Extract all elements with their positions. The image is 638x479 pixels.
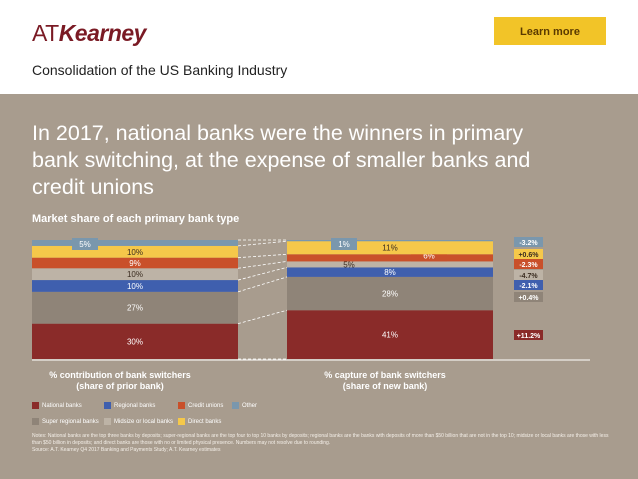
legend-swatch [104, 402, 111, 409]
connector-line [237, 309, 288, 325]
category-label: (share of prior bank) [76, 381, 164, 391]
chart-notes: Notes: National banks are the top three … [32, 433, 612, 454]
change-label-midsize: -4.7% [519, 273, 538, 280]
value-label-credit_unions: 6% [423, 251, 435, 260]
bar-segment-national [287, 310, 493, 359]
change-badge-midsize [514, 270, 543, 280]
bar-segment-direct [32, 245, 238, 258]
connector-line [237, 240, 288, 247]
change-label-regional: -2.1% [519, 283, 538, 290]
legend-item-midsize: Midsize or local banks [104, 418, 173, 425]
change-label-super_regional: +0.4% [518, 295, 539, 302]
value-label-super_regional: 27% [127, 304, 143, 313]
legend-label: National banks [42, 402, 82, 409]
logo[interactable]: ATKearney [32, 20, 146, 47]
legend-item-credit-unions: Credit unions [178, 402, 223, 409]
value-label-national: 30% [127, 337, 143, 346]
legend-label: Midsize or local banks [114, 418, 174, 425]
bar-segment-midsize [32, 268, 238, 281]
connector-line [237, 253, 288, 259]
headline: In 2017, national banks were the winners… [32, 121, 531, 199]
source-text: Source: A.T. Kearney Q4 2017 Banking and… [32, 447, 221, 453]
chart-title: Market share of each primary bank type [32, 213, 240, 225]
change-label-credit_unions: -2.3% [519, 262, 538, 269]
value-label-direct: 10% [127, 248, 143, 257]
value-label-regional: 8% [384, 268, 396, 277]
legend-swatch [178, 418, 185, 425]
logo-prefix: AT [32, 20, 59, 46]
value-label-other: 5% [79, 240, 91, 249]
connector-line [237, 261, 288, 269]
legend-swatch [32, 402, 39, 409]
bar-segment-national [32, 323, 238, 359]
legend-label: Other [242, 402, 258, 409]
header: ATKearney Learn more Consolidation of th… [0, 0, 638, 94]
bar-segment-super_regional [32, 291, 238, 324]
value-label-other: 1% [338, 240, 350, 249]
legend-swatch [178, 402, 185, 409]
change-label-national: +11.2% [517, 333, 541, 340]
bar-segment-super_regional [287, 276, 493, 311]
legend-item-direct: Direct banks [178, 418, 221, 425]
change-badge-direct [514, 249, 543, 259]
category-label: (share of new bank) [343, 381, 428, 391]
bar-segment-regional [32, 280, 238, 292]
bar-segment-credit_unions [287, 254, 493, 262]
page-subtitle: Consolidation of the US Banking Industry [32, 62, 288, 78]
value-label-credit_unions: 9% [129, 259, 141, 268]
value-badge-other [331, 238, 357, 250]
bar-segment-midsize [287, 261, 493, 268]
change-badge-super_regional [514, 292, 543, 302]
legend-swatch [104, 418, 111, 425]
change-badge-national [514, 330, 543, 340]
legend-swatch [232, 402, 239, 409]
change-badge-regional [514, 280, 543, 290]
value-label-midsize: 5% [343, 260, 355, 269]
bar-segment-regional [287, 267, 493, 277]
legend-label: Regional banks [114, 402, 156, 409]
legend-item-other: Other [232, 402, 257, 409]
connector-line [237, 266, 288, 281]
category-label: % capture of bank switchers [324, 370, 446, 380]
value-label-midsize: 10% [127, 270, 143, 279]
change-badge-other [514, 237, 543, 247]
bar-segment-other [287, 240, 493, 242]
bar-segment-credit_unions [32, 257, 238, 269]
learn-more-button[interactable]: Learn more [494, 17, 606, 45]
change-label-direct: +0.6% [518, 252, 539, 259]
value-label-direct: 11% [382, 244, 397, 253]
value-label-regional: 10% [127, 282, 143, 291]
legend-swatch [32, 418, 39, 425]
legend-label: Direct banks [188, 418, 222, 425]
value-badge-other [72, 238, 98, 250]
change-label-other: -3.2% [519, 240, 538, 247]
logo-main: Kearney [58, 20, 147, 46]
legend-label: Credit unions [188, 402, 224, 409]
legend-item-regional: Regional banks [104, 402, 155, 409]
connector-line [237, 276, 288, 293]
value-label-super_regional: 28% [382, 290, 398, 299]
change-badge-credit_unions [514, 259, 543, 269]
legend-label: Super regional banks [42, 418, 99, 425]
category-label: % contribution of bank switchers [49, 370, 191, 380]
notes-text: Notes: National banks are the top three … [32, 433, 609, 446]
legend-item-national: National banks [32, 402, 82, 409]
value-label-national: 41% [382, 331, 398, 340]
legend-item-super-regional: Super regional banks [32, 418, 99, 425]
bar-segment-other [32, 240, 238, 246]
